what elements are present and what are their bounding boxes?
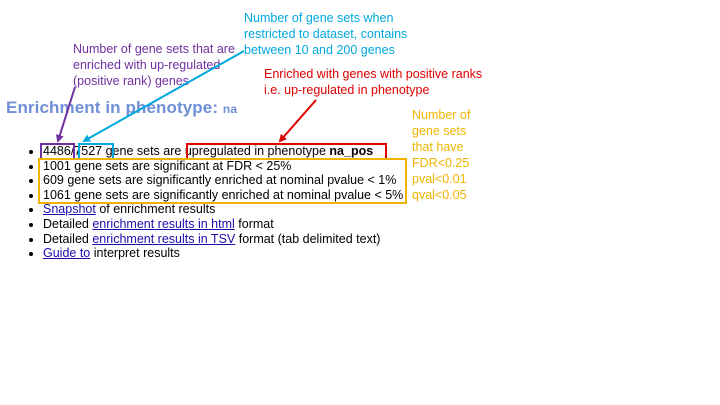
list-item-snapshot: Snapshot of enrichment results (43, 202, 403, 217)
tsv-prefix: Detailed (43, 231, 89, 246)
annotation-line: qval<0.05 (412, 188, 467, 202)
annotation-line: Enriched with genes with positive ranks (264, 67, 483, 81)
highlight-box-orange (38, 158, 407, 204)
html-suffix: format (238, 216, 274, 231)
list-item-upregulated: 4486/7527 gene sets are upregulated in p… (43, 144, 403, 159)
phenotype-name: na (222, 102, 238, 116)
page-title: Enrichment in phenotype: na (6, 98, 237, 118)
list-item-guide: Guide to interpret results (43, 246, 403, 261)
html-prefix: Detailed (43, 216, 89, 231)
arrow-red (278, 99, 317, 143)
results-list: 4486/7527 gene sets are upregulated in p… (23, 144, 403, 261)
tsv-report-link[interactable]: enrichment results in TSV (92, 231, 236, 246)
snapshot-rest: of enrichment results (99, 202, 216, 217)
annotation-line: that have (412, 140, 464, 154)
annotation-red: Enriched with genes with positive ranks … (264, 66, 504, 98)
enriched-count: 4486 (43, 144, 71, 158)
list-item-html-report: Detailed enrichment results in html form… (43, 217, 403, 232)
list-item-tsv-report: Detailed enrichment results in TSV forma… (43, 232, 403, 247)
slash: / (70, 144, 75, 158)
annotation-line: Number of (412, 108, 471, 122)
phenotype-label: na_pos (329, 144, 374, 158)
annotation-line: Number of gene sets that are (73, 42, 235, 56)
annotation-line: (positive rank) genes (73, 74, 190, 88)
snapshot-link[interactable]: Snapshot (43, 202, 96, 217)
annotation-line: pval<0.01 (412, 172, 467, 186)
annotation-line: gene sets (412, 124, 467, 138)
list-item-pval-5: 1061 gene sets are significantly enriche… (43, 188, 403, 203)
guide-link[interactable]: Guide to (43, 246, 91, 261)
annotation-line: restricted to dataset, contains (244, 27, 408, 41)
gene-sets-are-text: gene sets are (105, 144, 182, 158)
annotation-line: FDR<0.25 (412, 156, 470, 170)
annotation-blue: Number of gene sets when restricted to d… (244, 10, 434, 58)
upregulated-text: upregulated in phenotype (184, 144, 326, 158)
arrow-purple (55, 86, 76, 143)
annotation-line: between 10 and 200 genes (244, 43, 395, 57)
annotation-purple: Number of gene sets that are enriched wi… (73, 41, 248, 89)
list-item-pval-1: 609 gene sets are significantly enriched… (43, 173, 403, 188)
arrow-blue (82, 50, 245, 142)
tsv-suffix: format (tab delimited text) (238, 231, 381, 246)
annotation-line: Number of gene sets when (244, 11, 394, 25)
annotation-orange: Number of gene sets that have FDR<0.25 p… (412, 107, 482, 203)
annotation-line: enriched with up-regulated (73, 58, 221, 72)
guide-rest: interpret results (93, 246, 180, 261)
annotation-line: i.e. up-regulated in phenotype (264, 83, 430, 97)
total-count: 7527 (74, 144, 103, 158)
page-title-text: Enrichment in phenotype: (6, 98, 219, 117)
html-report-link[interactable]: enrichment results in html (92, 216, 235, 231)
list-item-fdr: 1001 gene sets are significant at FDR < … (43, 159, 403, 174)
